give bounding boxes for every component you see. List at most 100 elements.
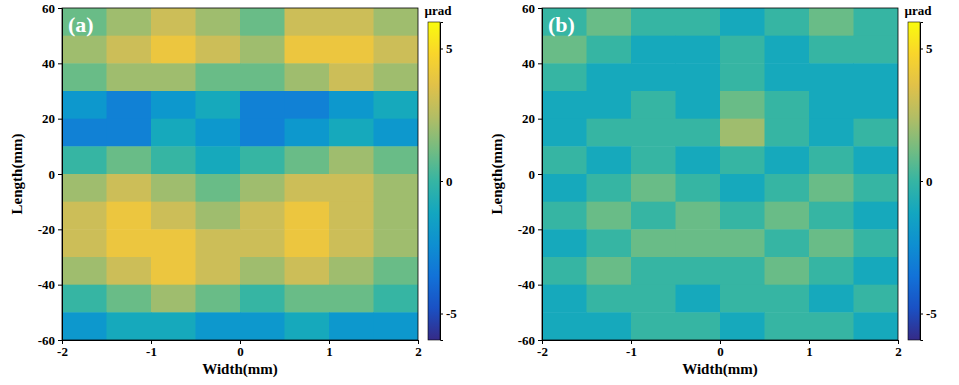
heatmap-cell	[676, 146, 721, 174]
heatmap-cell	[676, 91, 721, 119]
y-tick: -40	[38, 277, 62, 292]
heatmap-cell	[374, 8, 419, 36]
heatmap-cell	[676, 257, 721, 285]
y-axis-title: Length(mm)	[489, 134, 506, 215]
colorbar-title: µrad	[425, 3, 453, 18]
heatmap-cell	[196, 63, 241, 91]
heatmap-cell	[62, 119, 107, 147]
cells	[62, 8, 418, 340]
heatmap-cell	[587, 8, 632, 36]
heatmap-cell	[107, 146, 152, 174]
heatmap-cell	[542, 8, 587, 36]
heatmap-cell	[542, 174, 587, 202]
heatmap-cell	[374, 119, 419, 147]
heatmap-cell	[854, 257, 899, 285]
heatmap-cell	[854, 174, 899, 202]
heatmap-cell	[151, 174, 196, 202]
x-tick: 1	[806, 340, 813, 359]
x-axis-title: Width(mm)	[682, 361, 758, 378]
heatmap-cell	[374, 202, 419, 230]
heatmap-cell	[196, 202, 241, 230]
heatmap-cell	[62, 257, 107, 285]
y-tick-mark	[538, 8, 542, 9]
heatmap-cell	[587, 146, 632, 174]
colorbar-axis-line	[441, 23, 444, 341]
figure: -2-1012-60-40-200204060Width(mm)Length(m…	[0, 0, 959, 385]
heatmap-cell	[542, 312, 587, 340]
heatmap-cell	[62, 91, 107, 119]
colorbar-tick: 0	[920, 174, 933, 189]
heatmap-cell	[587, 285, 632, 313]
heatmap-cell	[62, 8, 107, 36]
heatmap-cell	[542, 63, 587, 91]
colorbar	[428, 22, 440, 340]
heatmap-cell	[587, 174, 632, 202]
x-tick: 2	[895, 340, 902, 359]
heatmap-cell	[809, 8, 854, 36]
heatmap-cell	[542, 146, 587, 174]
heatmap-cell	[854, 312, 899, 340]
heatmap-cell	[240, 229, 285, 257]
heatmap-cell	[854, 202, 899, 230]
y-tick-mark	[538, 63, 542, 64]
y-axis: -60-40-200204060	[518, 1, 543, 348]
heatmap-cell	[62, 174, 107, 202]
heatmap-cell	[240, 202, 285, 230]
colorbar-axis: -505	[440, 23, 457, 341]
heatmap-cell	[196, 119, 241, 147]
heatmap-cell	[62, 63, 107, 91]
x-tick: 0	[237, 340, 244, 359]
heatmap-cell	[107, 119, 152, 147]
y-tick-mark	[538, 285, 542, 286]
x-tick-label: 1	[806, 344, 813, 359]
heatmap-cell	[62, 202, 107, 230]
heatmap-cell	[854, 146, 899, 174]
heatmap-cell	[809, 36, 854, 64]
heatmap-cell	[809, 285, 854, 313]
heatmap-cell	[587, 229, 632, 257]
y-tick-label: 0	[49, 167, 56, 182]
heatmap-cell	[329, 91, 374, 119]
heatmap-cell	[854, 36, 899, 64]
heatmap-cell	[374, 229, 419, 257]
heatmap-cell	[329, 36, 374, 64]
colorbar-tick-mark	[440, 49, 443, 50]
panel: -2-1012-60-40-200204060Width(mm)Length(m…	[489, 1, 937, 378]
heatmap-cell	[62, 146, 107, 174]
heatmap-cell	[765, 8, 810, 36]
heatmap-cell	[240, 91, 285, 119]
y-tick-label: -20	[518, 222, 535, 237]
colorbar-tick-label: 0	[926, 174, 933, 189]
heatmap-cell	[765, 119, 810, 147]
heatmap-cell	[720, 174, 765, 202]
colorbar-tick-label: 5	[926, 41, 933, 56]
heatmap-cell	[374, 146, 419, 174]
heatmap-cell	[854, 63, 899, 91]
heatmap-cell	[765, 36, 810, 64]
heatmap-cell	[720, 312, 765, 340]
colorbar-tick-label: -5	[926, 306, 937, 321]
x-tick: -2	[57, 340, 68, 359]
heatmap-cell	[676, 63, 721, 91]
y-tick: 40	[522, 56, 542, 71]
x-axis: -2-1012	[57, 340, 422, 359]
heatmap-cell	[285, 312, 330, 340]
y-tick-label: -60	[518, 333, 535, 348]
y-tick-label: 40	[522, 56, 535, 71]
heatmap-cell	[374, 91, 419, 119]
heatmap-cell	[285, 174, 330, 202]
heatmap-cell	[329, 174, 374, 202]
x-tick-label: -2	[537, 344, 548, 359]
heatmap-cell	[676, 312, 721, 340]
heatmap-cell	[809, 174, 854, 202]
heatmap-cell	[107, 312, 152, 340]
heatmap-cell	[542, 257, 587, 285]
x-tick-label: -1	[626, 344, 637, 359]
heatmap-cell	[631, 174, 676, 202]
heatmap-cell	[720, 229, 765, 257]
y-tick: -60	[38, 333, 62, 348]
colorbar-tick-mark	[920, 314, 923, 315]
heatmap-cell	[720, 119, 765, 147]
heatmap-cell	[587, 257, 632, 285]
y-tick-mark	[58, 8, 62, 9]
